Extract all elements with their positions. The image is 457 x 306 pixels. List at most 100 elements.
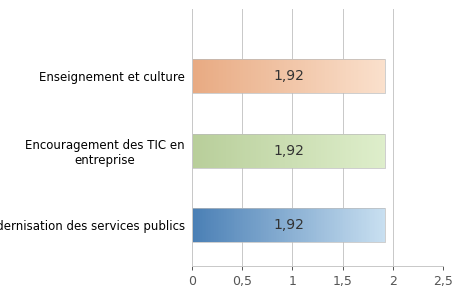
Bar [301,59,303,93]
Bar [303,208,304,242]
Bar [334,208,335,242]
Bar [337,208,338,242]
Bar [329,208,330,242]
Bar [213,134,214,167]
Bar [380,59,382,93]
Bar [251,134,253,167]
Bar [202,208,203,242]
Bar [203,208,205,242]
Bar [297,208,298,242]
Bar [367,59,369,93]
Bar [281,134,282,167]
Bar [234,59,235,93]
Bar [221,208,223,242]
Bar [309,59,311,93]
Bar [203,59,205,93]
Bar [260,208,261,242]
Bar [210,134,211,167]
Bar [279,208,281,242]
Bar [343,208,345,242]
Bar [207,59,208,93]
Bar [306,208,308,242]
Bar [194,134,195,167]
Bar [264,208,266,242]
Bar [264,134,266,167]
Bar [198,134,200,167]
Bar [293,208,295,242]
Bar [235,59,237,93]
Bar [240,59,242,93]
Bar [380,208,382,242]
Bar [250,134,251,167]
Bar [362,134,364,167]
Bar [366,59,367,93]
Bar [245,208,247,242]
Bar [340,208,341,242]
Bar [251,59,253,93]
Bar [335,208,337,242]
Bar [297,134,298,167]
Bar [205,59,207,93]
Bar [245,134,247,167]
Bar [285,59,287,93]
Bar [304,134,306,167]
Bar [325,208,327,242]
Bar [261,59,263,93]
Bar [356,208,358,242]
Bar [226,208,227,242]
Bar [192,59,385,93]
Bar [371,134,372,167]
Bar [355,134,356,167]
Text: 1,92: 1,92 [273,69,304,83]
Bar [282,134,284,167]
Text: 1,92: 1,92 [273,144,304,158]
Bar [272,208,274,242]
Bar [324,59,325,93]
Bar [337,59,338,93]
Bar [348,208,350,242]
Bar [304,59,306,93]
Bar [264,59,266,93]
Bar [192,134,194,167]
Bar [332,59,334,93]
Text: 1,92: 1,92 [273,218,304,232]
Bar [300,59,301,93]
Bar [247,59,248,93]
Bar [367,208,369,242]
Bar [276,59,277,93]
Bar [197,59,198,93]
Bar [313,134,314,167]
Bar [221,59,223,93]
Bar [377,59,378,93]
Bar [366,134,367,167]
Bar [377,134,378,167]
Bar [261,134,263,167]
Bar [248,134,250,167]
Bar [382,59,383,93]
Bar [211,208,213,242]
Bar [322,134,324,167]
Bar [375,134,377,167]
Bar [223,208,224,242]
Bar [341,134,343,167]
Bar [229,134,230,167]
Bar [237,134,239,167]
Bar [211,134,213,167]
Bar [303,59,304,93]
Bar [338,134,340,167]
Bar [311,208,313,242]
Bar [266,134,267,167]
Bar [348,134,350,167]
Bar [343,59,345,93]
Bar [227,208,229,242]
Bar [325,59,327,93]
Bar [298,208,300,242]
Bar [232,134,234,167]
Bar [287,134,288,167]
Bar [364,208,366,242]
Bar [309,134,311,167]
Bar [269,134,271,167]
Bar [355,208,356,242]
Bar [311,59,313,93]
Bar [208,59,210,93]
